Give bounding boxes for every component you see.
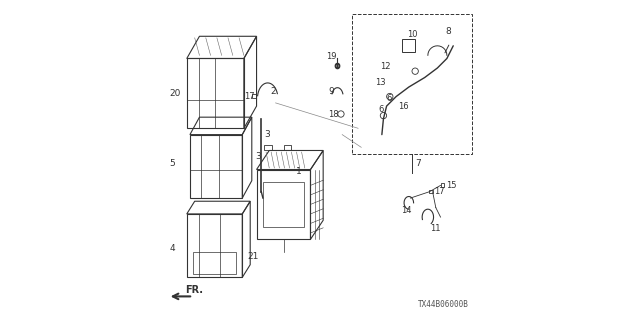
Bar: [440, 183, 444, 187]
Text: FR.: FR.: [185, 285, 203, 295]
Bar: [284, 145, 291, 150]
Text: 20: 20: [170, 89, 180, 98]
Text: 18: 18: [328, 109, 339, 118]
Text: 7: 7: [415, 159, 421, 168]
Text: 6: 6: [379, 105, 384, 114]
Text: 2: 2: [271, 87, 276, 96]
Text: 17: 17: [244, 92, 255, 101]
Text: 13: 13: [376, 78, 386, 87]
Text: 5: 5: [170, 159, 175, 168]
Text: 3: 3: [264, 130, 270, 139]
Bar: [352, 14, 472, 154]
Bar: [263, 182, 304, 227]
Text: 4: 4: [170, 244, 175, 253]
Bar: [252, 94, 255, 98]
Bar: [193, 252, 236, 274]
Bar: [187, 59, 244, 128]
Text: 16: 16: [397, 101, 408, 111]
Text: 15: 15: [446, 181, 457, 190]
Bar: [257, 170, 310, 239]
Text: 11: 11: [430, 224, 441, 233]
Text: TX44B06000B: TX44B06000B: [418, 300, 469, 309]
Text: 12: 12: [380, 62, 391, 71]
Text: 3: 3: [255, 152, 260, 161]
Bar: [264, 145, 273, 150]
Text: 10: 10: [407, 30, 418, 39]
Text: 14: 14: [401, 206, 412, 215]
Bar: [403, 39, 415, 52]
Text: 21: 21: [247, 252, 259, 261]
Bar: [187, 214, 243, 277]
Text: 8: 8: [445, 27, 451, 36]
Bar: [429, 189, 433, 193]
Text: 6: 6: [387, 94, 392, 103]
Text: 17: 17: [435, 187, 445, 196]
Text: 9: 9: [328, 87, 333, 96]
Text: 19: 19: [326, 52, 337, 61]
Text: 1: 1: [296, 167, 302, 176]
Bar: [190, 135, 243, 198]
